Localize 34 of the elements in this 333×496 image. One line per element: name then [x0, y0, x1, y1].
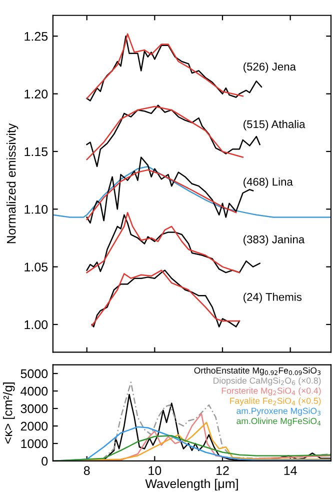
text: OrthoEnstatite Mg$_{0.92}$Fe$_{0.09}$SiO$_{3}$: [194, 367, 320, 376]
y-tick-label: 1.00: [24, 320, 48, 330]
x-tick-label: 12: [216, 466, 229, 475]
y-tick-label: 1.25: [24, 32, 48, 41]
y-tick-label: 4000: [20, 386, 48, 396]
line-series: [86, 106, 244, 160]
line-series: [86, 33, 244, 100]
annotation: (515) Athalia: [244, 120, 306, 130]
y-tick-label: 1.15: [24, 147, 48, 156]
text: am.Pyroxene MgSiO$_{3}$: [236, 408, 321, 416]
x-tick-label: 14: [284, 466, 297, 475]
y-tick-label: 5000: [20, 369, 48, 378]
annotation: (24) Themis: [244, 292, 302, 304]
x-tick-label: 10: [148, 466, 162, 476]
text: Forsterite Mg$_{2}$SiO$_{4}$ (×0.4): [222, 387, 321, 396]
x-axis-title: Wavelength [μm]: [145, 478, 238, 491]
y-tick-label: 1000: [21, 439, 48, 448]
text: am.Olivine MgFeSiO$_{4}$: [236, 418, 321, 426]
line-series: [86, 169, 237, 220]
annotation: (468) Lina: [244, 178, 293, 188]
y-tick-label: 0: [42, 456, 48, 466]
line-series: [52, 166, 332, 218]
text: Diopside CaMgSi$_{2}$O$_{6}$ (×0.8): [214, 377, 321, 386]
y-tick-label: 1.20: [24, 90, 48, 98]
x-tick-label: 8: [84, 466, 90, 476]
text: Fayalite Fe$_{2}$SiO$_{4}$ (×0.5): [230, 397, 321, 406]
y-tick-label: 2000: [20, 422, 48, 431]
y-tick-label: 3000: [20, 404, 48, 414]
y-tick-label: 1.10: [24, 204, 48, 214]
annotation: (383) Janina: [244, 235, 305, 246]
y-axis-title: <κ> [cm²/g]: [3, 382, 15, 444]
annotation: (526) Jena: [244, 62, 296, 73]
y-axis-title: Normalized emissivity: [6, 123, 18, 244]
y-tick-label: 1.05: [24, 262, 48, 272]
